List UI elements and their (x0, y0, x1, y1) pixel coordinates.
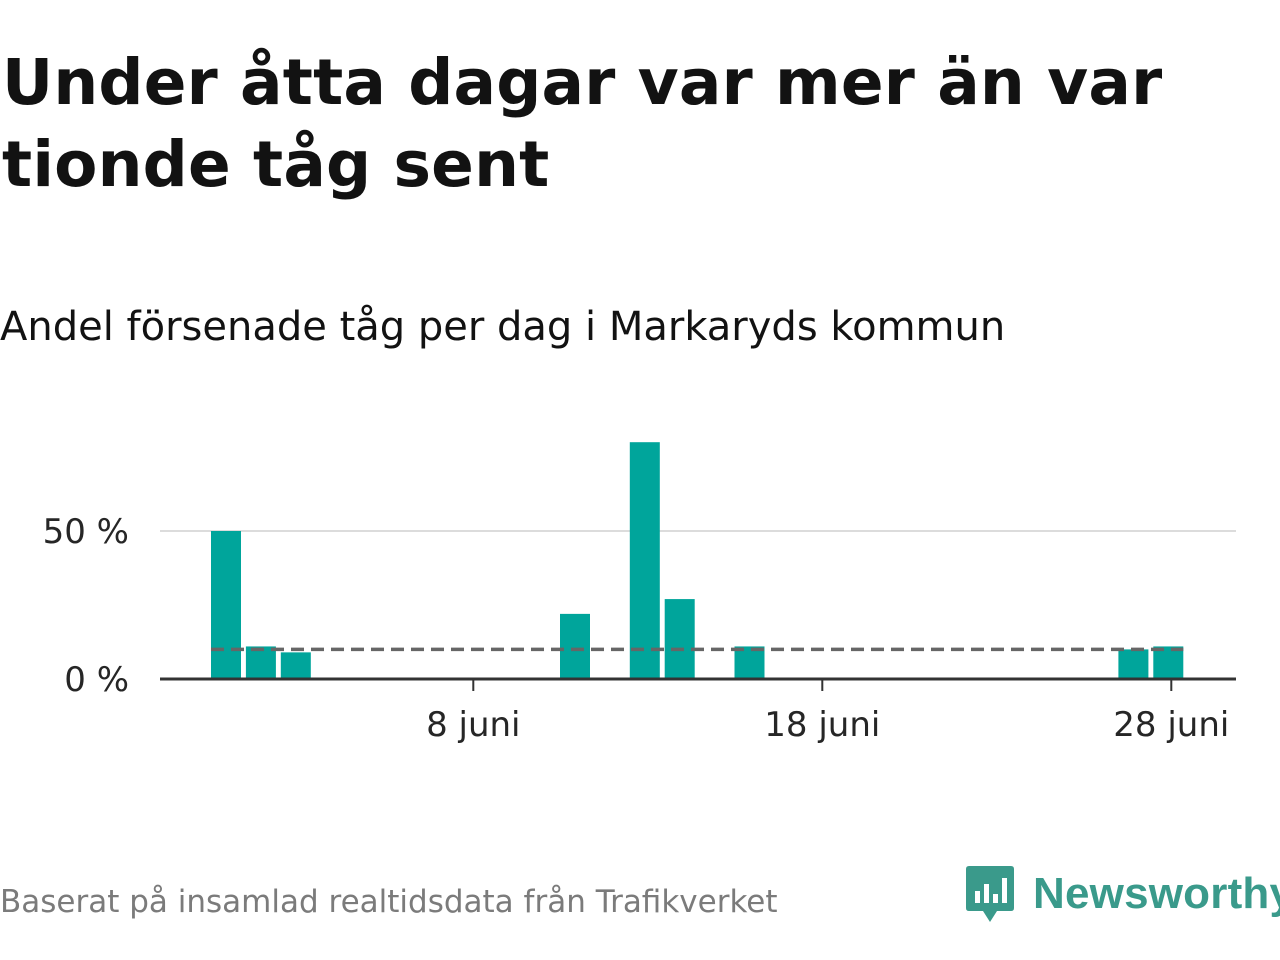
chart-subtitle: Andel försenade tåg per dag i Markaryds … (0, 304, 1006, 350)
newsworthy-logo: Newsworthy (965, 864, 1280, 924)
bar (280, 652, 311, 679)
bar (560, 613, 590, 679)
bar (734, 646, 765, 679)
bar (664, 599, 695, 679)
bar (629, 442, 660, 679)
logo-text: Newsworthy (1033, 869, 1280, 918)
x-tick-label: 8 juni (426, 705, 520, 745)
y-tick-label: 50 % (43, 512, 129, 552)
x-tick-label: 28 juni (1113, 705, 1229, 745)
x-tick-label: 18 juni (764, 705, 880, 745)
source-note: Baserat på insamlad realtidsdata från Tr… (0, 884, 778, 920)
newsworthy-logo-icon (966, 866, 1014, 922)
y-tick-label: 0 % (64, 660, 129, 700)
chart-title: Under åtta dagar var mer än var tionde t… (2, 46, 1163, 201)
bar (1153, 646, 1184, 679)
bar (211, 531, 241, 679)
bar (245, 646, 276, 679)
bar (1118, 649, 1149, 679)
